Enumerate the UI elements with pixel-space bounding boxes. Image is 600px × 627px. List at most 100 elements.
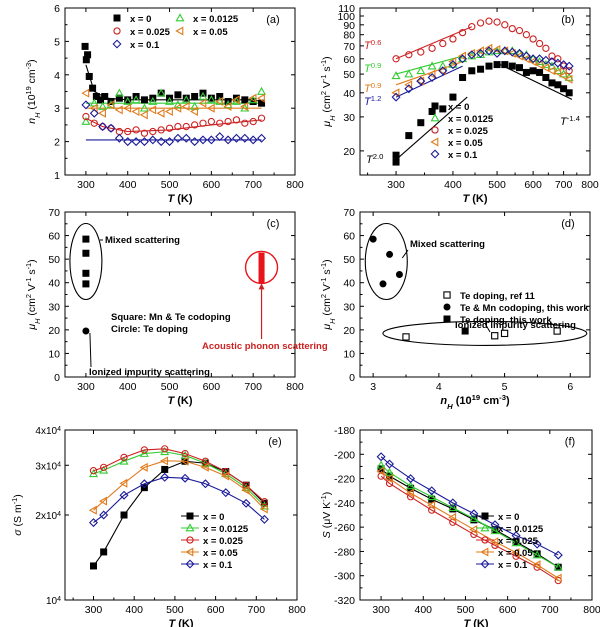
- data-point: [173, 133, 183, 143]
- legend-label: x = 0.025: [498, 536, 539, 547]
- data-point: [501, 61, 509, 69]
- y-tick-label: 40: [343, 88, 355, 100]
- data-point: [100, 463, 108, 471]
- y-tick-label: 90: [343, 20, 355, 32]
- data-point: [404, 69, 414, 78]
- data-point: [560, 85, 568, 93]
- y-unit-sup: 2: [24, 294, 33, 298]
- data-point: [385, 459, 395, 469]
- legend-label: x = 0.0125: [203, 524, 249, 535]
- data-point: [514, 48, 524, 58]
- annotation-arrow: [89, 333, 92, 368]
- panel-label: (d): [561, 218, 574, 230]
- x-unit-sup: 19: [472, 393, 481, 402]
- y-unit-tail: V: [321, 81, 333, 91]
- data-point: [99, 510, 109, 520]
- data-point: [131, 107, 140, 117]
- legend-label: x = 0: [203, 512, 224, 523]
- y-unit: (10: [26, 94, 38, 112]
- data-point: [492, 48, 502, 58]
- tick-mantissa: 4x10: [35, 426, 57, 437]
- data-point: [248, 93, 257, 103]
- y-axis-label: σ (S m-1): [10, 494, 25, 535]
- data-point: [139, 479, 149, 489]
- fit-line: [395, 55, 463, 75]
- y-unit-tail-sup: -1: [24, 278, 33, 285]
- ionized-scattering-ellipse: [382, 320, 588, 346]
- data-point: [215, 132, 225, 142]
- y-unit-tail2-sup: -1: [319, 60, 328, 67]
- data-point: [113, 14, 121, 22]
- data-point: [222, 467, 230, 476]
- y-unit-tail2-sup: -1: [319, 263, 328, 270]
- data-point: [443, 303, 451, 311]
- data-point: [541, 63, 550, 73]
- data-point: [174, 122, 182, 131]
- data-point: [427, 61, 437, 70]
- y-tick-label: 2: [54, 137, 60, 149]
- data-point: [124, 127, 132, 136]
- data-point: [100, 548, 108, 556]
- data-point: [200, 479, 210, 489]
- data-point: [391, 92, 401, 102]
- x-unit: (K): [469, 193, 488, 205]
- power-exponent: 2.0: [373, 152, 384, 161]
- x-symbol: T: [463, 618, 471, 627]
- y-tick-label: -180: [334, 425, 355, 437]
- data-point: [174, 91, 182, 99]
- y-tick-label: 50: [343, 254, 355, 266]
- data-point: [493, 61, 501, 69]
- y-tick-label: 110: [338, 3, 355, 15]
- data-point: [405, 132, 413, 140]
- y-unit: (μV K: [321, 502, 333, 531]
- series-line: [93, 448, 265, 503]
- data-point: [81, 42, 89, 50]
- x-unit-tail-sup: -3: [499, 393, 506, 402]
- data-point: [431, 102, 439, 110]
- data-point: [131, 95, 141, 104]
- x-unit-close: ): [506, 395, 510, 407]
- data-point: [559, 69, 569, 78]
- x-unit: (10: [453, 395, 472, 407]
- data-point: [553, 58, 563, 68]
- data-point: [554, 81, 562, 89]
- data-point: [558, 71, 567, 81]
- panel-label: (a): [266, 14, 279, 26]
- data-point: [156, 137, 166, 147]
- data-point: [259, 514, 269, 524]
- data-point: [559, 62, 568, 70]
- annotation-mixed-scattering: Mixed scattering: [105, 235, 180, 246]
- data-point: [89, 108, 99, 118]
- y-unit-close: ): [321, 259, 333, 263]
- series-line: [380, 464, 559, 568]
- power-base: T: [364, 96, 372, 108]
- tick-exponent: 4: [57, 511, 61, 518]
- data-point: [386, 250, 394, 258]
- chart-panel-1: 300 400 500 600 700 800 1 2 3 4 5 6 (a) T (K) nH (1019…: [24, 3, 304, 205]
- data-point: [206, 95, 216, 104]
- panel-label: (f): [565, 436, 575, 448]
- data-point: [559, 60, 569, 70]
- data-point: [501, 21, 509, 29]
- data-point: [458, 54, 468, 64]
- data-point: [123, 137, 133, 147]
- data-point: [485, 62, 493, 70]
- y-unit-sup: 2: [319, 294, 328, 298]
- data-point: [185, 547, 194, 557]
- power-law-label: T0.6: [364, 38, 381, 53]
- x-symbol: n: [440, 395, 447, 407]
- data-point: [480, 559, 490, 569]
- data-point: [156, 88, 166, 97]
- x-tick-label: 800: [286, 179, 304, 191]
- data-point: [475, 46, 484, 56]
- data-point: [553, 562, 563, 571]
- x-tick-label: 800: [286, 381, 304, 393]
- data-point: [85, 72, 93, 80]
- x-tick-label: 500: [166, 604, 184, 616]
- data-point: [391, 88, 400, 98]
- y-tick-label: -280: [334, 546, 355, 558]
- data-point: [385, 467, 395, 476]
- data-point: [564, 61, 574, 71]
- data-point: [553, 67, 562, 77]
- data-point: [492, 45, 501, 55]
